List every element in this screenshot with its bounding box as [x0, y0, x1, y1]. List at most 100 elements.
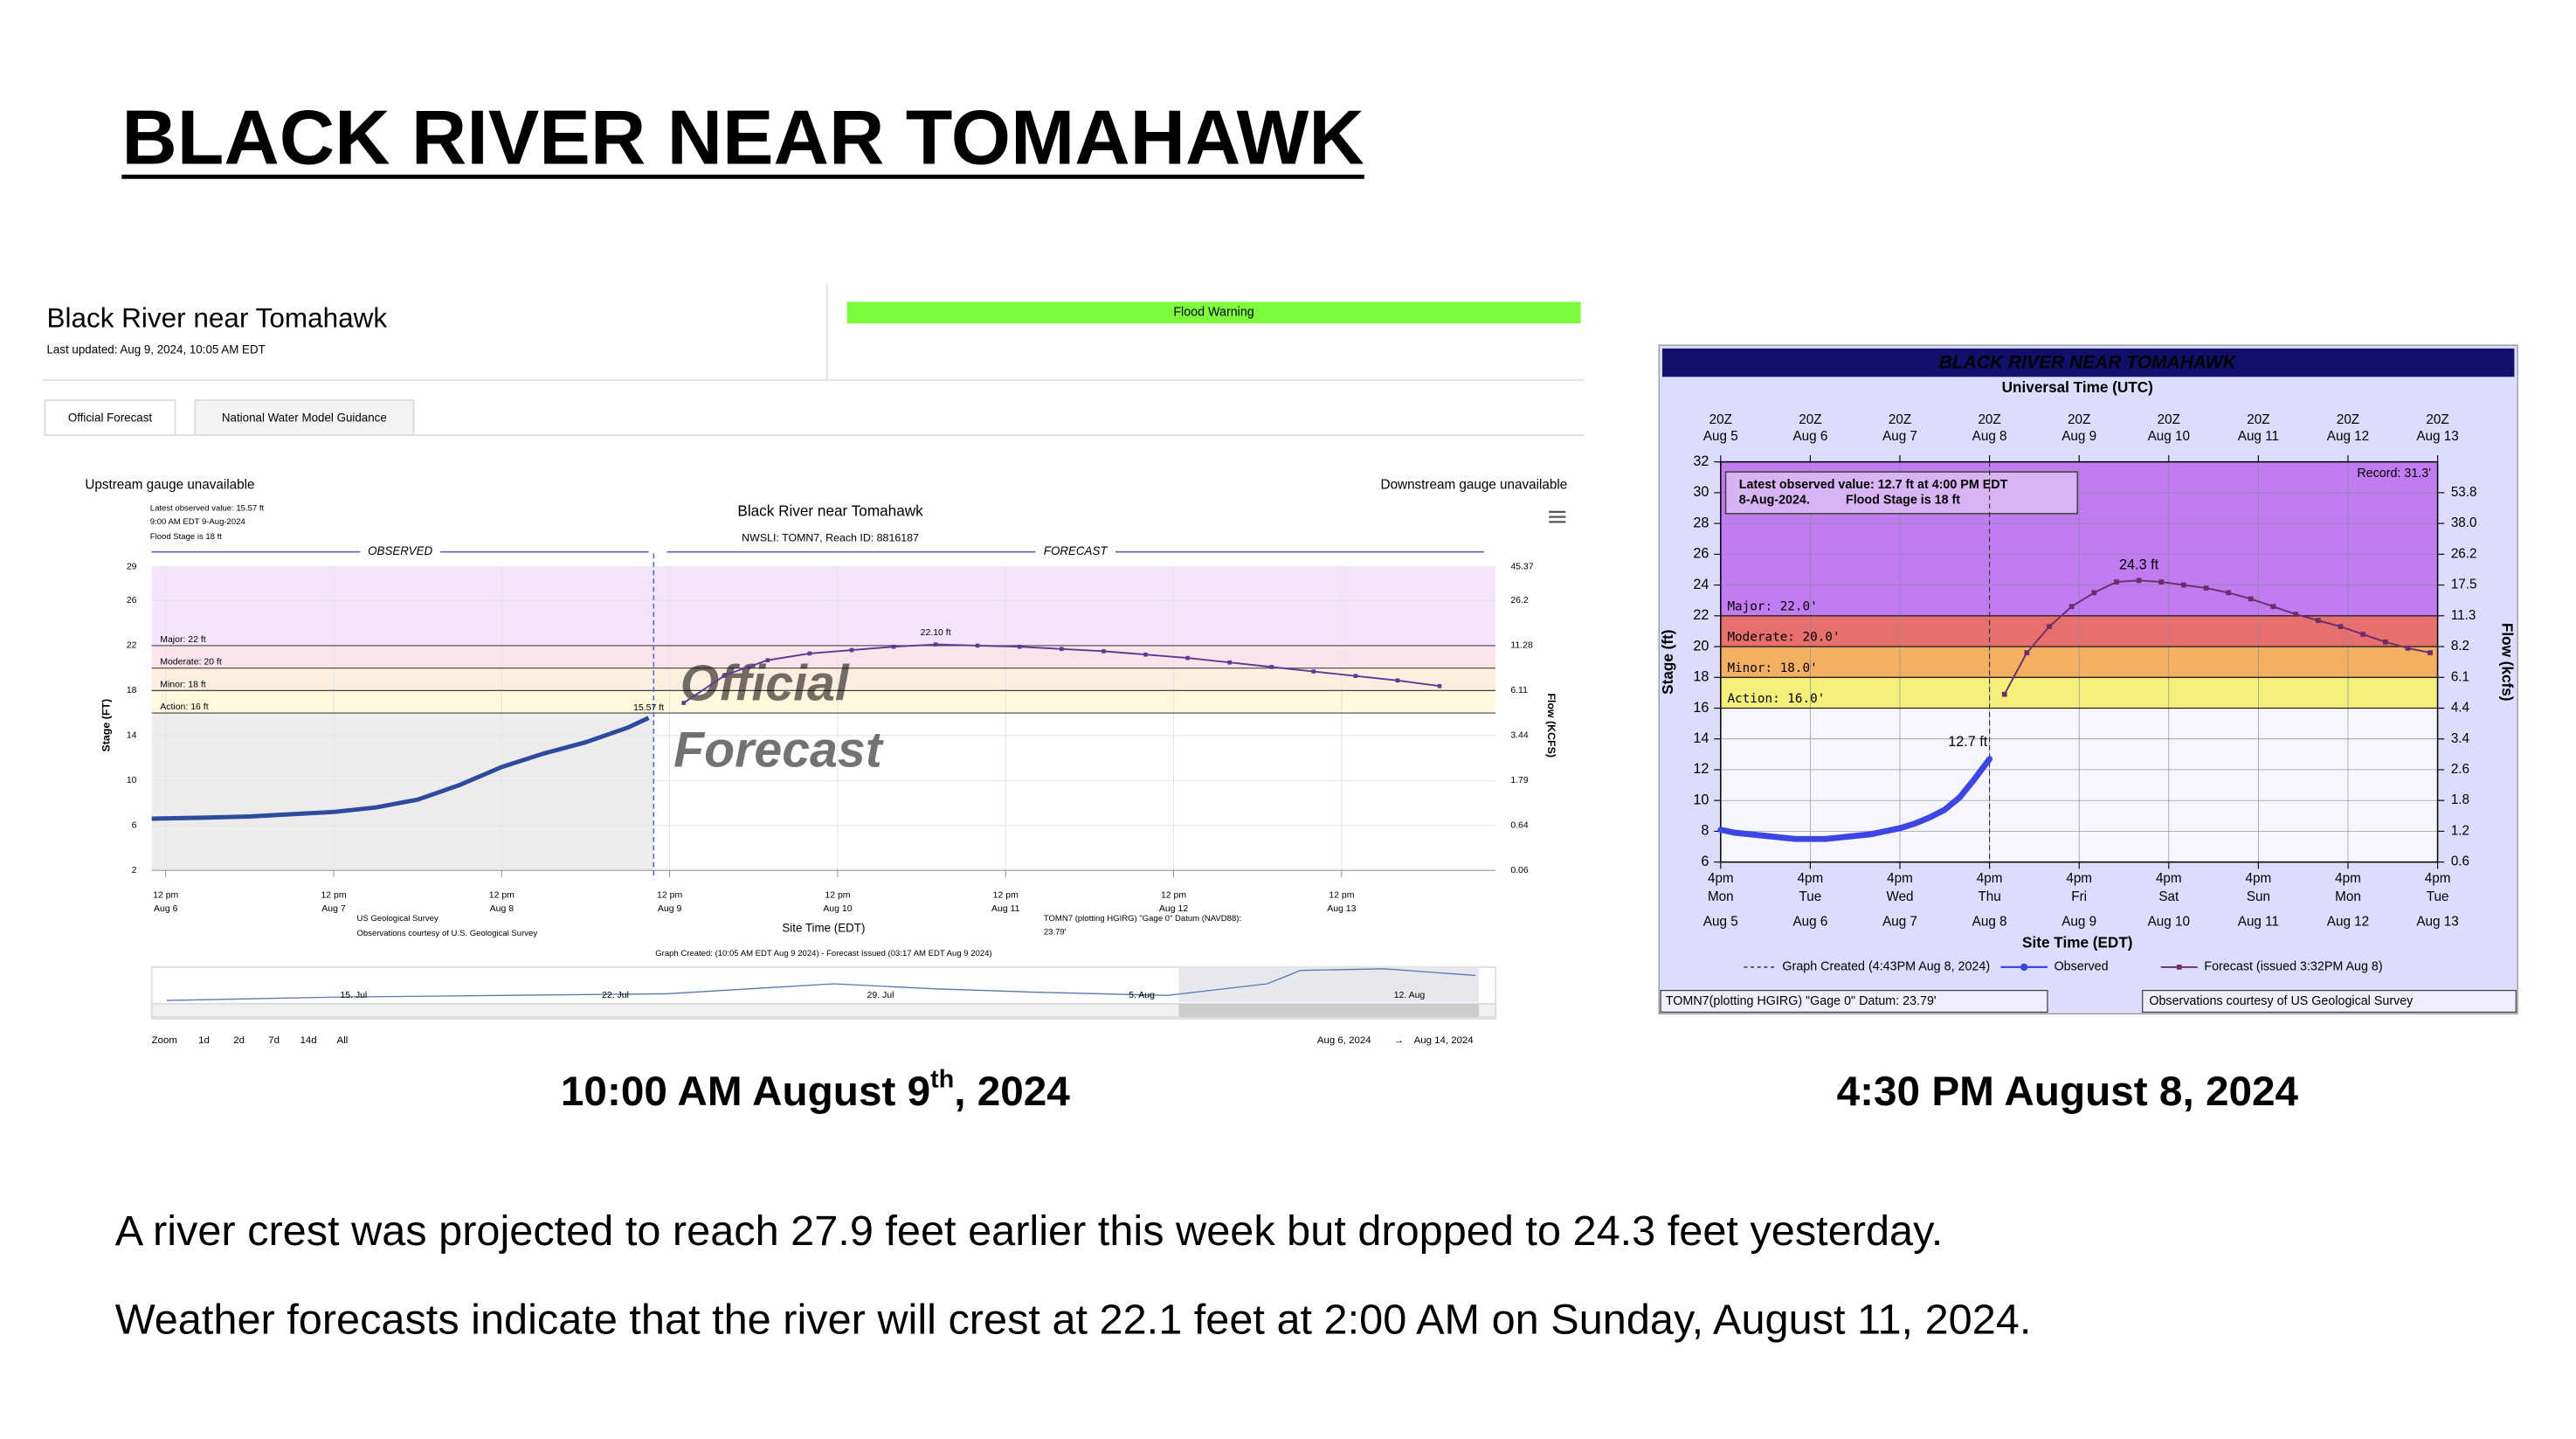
scrollbar-thumb[interactable]	[1178, 1003, 1480, 1018]
navigator-label: 12. Aug	[1394, 991, 1426, 1000]
series-marker	[1227, 660, 1232, 665]
chart-menu[interactable]	[1549, 510, 1566, 523]
footer-note: TOMN7(plotting HGIRG) "Gage 0" Datum: 23…	[1666, 994, 1937, 1008]
y-tick-label: 2	[132, 866, 137, 875]
section-label-bg	[360, 545, 440, 559]
tab[interactable]	[44, 399, 176, 437]
legend-symbol	[2020, 963, 2028, 972]
x-tick-label: Wed	[1886, 889, 1913, 904]
observed-shade	[151, 713, 654, 871]
series-marker	[2091, 590, 2097, 596]
x-tick-label: Aug 8	[1972, 914, 2007, 929]
navigator-label: 22. Jul	[602, 991, 629, 1000]
series-marker	[891, 644, 896, 649]
y-tick-label: 14	[127, 731, 137, 741]
series-marker	[975, 643, 980, 648]
flood-stage-note: Flood Stage is 18 ft	[1846, 493, 1960, 507]
range-label: Aug 6, 2024	[1317, 1035, 1371, 1046]
series-marker	[1017, 644, 1022, 649]
flood-label: Action: 16 ft	[160, 702, 208, 712]
x2-tick-label: 20Z	[1978, 412, 2000, 427]
source-note: US Geological Survey	[356, 914, 438, 924]
series-marker	[723, 673, 729, 677]
flood-label: Moderate: 20 ft	[160, 658, 222, 668]
series-marker	[2293, 612, 2298, 617]
series-marker	[2226, 590, 2232, 596]
paragraph: A river crest was projected to reach 27.…	[115, 1207, 1944, 1255]
zoom-button[interactable]: 2d	[233, 1035, 245, 1046]
zoom-button[interactable]: 1d	[198, 1035, 210, 1046]
x2-tick-label: 20Z	[1709, 412, 1732, 427]
y2-tick-label: 11.3	[2451, 608, 2476, 623]
x-tick-label: Aug 11	[2238, 914, 2279, 929]
scrollbar[interactable]	[150, 1002, 1497, 1019]
x-tick-label: 4pm	[2156, 871, 2182, 886]
legend-label: Observed	[2055, 960, 2109, 974]
x-axis-title: Site Time (EDT)	[2022, 934, 2132, 951]
x2-tick-label: 20Z	[2068, 412, 2090, 427]
y2-tick-label: 17.5	[2451, 578, 2477, 592]
x-tick-label: 12 pm	[153, 891, 178, 901]
chart-title: Black River near Tomahawk	[737, 502, 923, 519]
x-tick-label: Sun	[2247, 889, 2270, 904]
zoom-button[interactable]: 14d	[300, 1035, 317, 1046]
flood-label: Major: 22.0'	[1727, 599, 1817, 613]
flood-stage-note: Flood Stage is 18 ft	[150, 532, 222, 542]
navigator-label: 15. Jul	[340, 991, 367, 1000]
latest-observed: 9:00 AM EDT 9-Aug-2024	[150, 517, 246, 527]
y-tick-label: 6	[1701, 854, 1709, 869]
y-tick-label: 20	[1693, 638, 1709, 654]
y-tick-label: 10	[127, 776, 137, 785]
latest-observed: Latest observed value: 12.7 ft at 4:00 P…	[1739, 478, 2008, 492]
downstream-note: Downstream gauge unavailable	[1381, 477, 1568, 492]
series-marker	[1143, 652, 1148, 657]
x-tick-label: 12 pm	[825, 891, 850, 901]
series-marker	[1353, 674, 1358, 678]
y2-tick-label: 3.4	[2451, 731, 2470, 746]
latest-observed: 8-Aug-2024.	[1739, 493, 1810, 507]
series-marker	[1060, 647, 1064, 652]
value-label: 12.7 ft	[1948, 734, 1988, 750]
range-label: Aug 14, 2024	[1414, 1035, 1474, 1046]
y-tick-label: 24	[1693, 577, 1709, 592]
x-axis-title: Site Time (EDT)	[782, 922, 865, 935]
y2-tick-label: 11.28	[1510, 641, 1533, 651]
series-marker	[2270, 604, 2276, 610]
x-tick-label: 4pm	[2066, 871, 2092, 886]
paragraph: Weather forecasts indicate that the rive…	[115, 1296, 2032, 1343]
x2-tick-label: 20Z	[1889, 412, 1911, 427]
slide-title: BLACK RIVER NEAR TOMAHAWK	[121, 94, 1364, 180]
y2-tick-label: 4.4	[2451, 701, 2470, 716]
series-marker	[1311, 669, 1316, 674]
x-tick-label: Aug 7	[321, 904, 346, 914]
y2-tick-label: 0.6	[2451, 854, 2469, 869]
zoom-button[interactable]: All	[337, 1035, 349, 1046]
x-tick-label: Aug 11	[991, 904, 1020, 914]
flood-label: Action: 16.0'	[1727, 692, 1825, 706]
x2-tick-label: 20Z	[1799, 412, 1821, 427]
panel-title: Black River near Tomahawk	[46, 302, 387, 334]
caption-part: , 2024	[954, 1069, 1070, 1115]
x2-tick-label: Aug 9	[2061, 429, 2096, 444]
series-marker	[2338, 624, 2344, 630]
footer-note: Observations courtesy of US Geological S…	[2149, 994, 2414, 1008]
x-tick-label: Aug 10	[823, 904, 852, 914]
x-tick-label: 4pm	[1887, 871, 1913, 886]
x2-tick-label: Aug 8	[1972, 429, 2007, 444]
y-tick-label: 30	[1693, 484, 1709, 500]
x-tick-label: 4pm	[1977, 871, 2003, 886]
tab-label[interactable]: Official Forecast	[68, 412, 153, 425]
x2-tick-label: Aug 5	[1703, 429, 1738, 444]
tab-label[interactable]: National Water Model Guidance	[222, 412, 387, 425]
zoom-button[interactable]: 7d	[268, 1035, 280, 1046]
x2-tick-label: 20Z	[2426, 412, 2448, 427]
y2-tick-label: 26.2	[1510, 596, 1529, 605]
footer-box	[1660, 990, 2048, 1014]
series-marker	[2024, 650, 2030, 655]
x-tick-label: Aug 10	[2148, 914, 2190, 929]
y2-tick-label: 2.6	[2451, 762, 2469, 777]
y-axis-title: Stage (FT)	[100, 699, 112, 752]
navigator-window	[1178, 966, 1480, 1002]
flood-band	[151, 690, 1496, 714]
x2-tick-label: Aug 7	[1882, 429, 1917, 444]
